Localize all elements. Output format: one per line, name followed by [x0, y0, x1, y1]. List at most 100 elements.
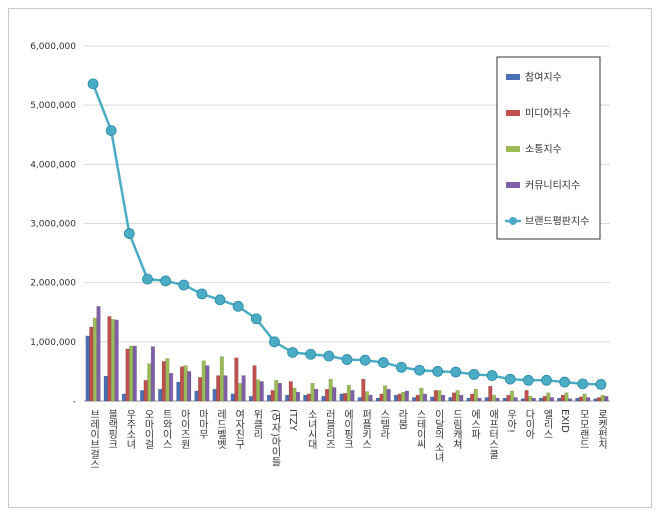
bar — [274, 380, 279, 402]
bar — [539, 397, 544, 402]
bar — [586, 397, 591, 402]
bar — [270, 390, 275, 402]
bar — [379, 393, 384, 402]
x-tick-label: 이달의 소녀 — [432, 409, 444, 463]
legend-swatch — [509, 217, 517, 225]
bar — [150, 346, 155, 402]
bar — [513, 397, 518, 402]
bar — [542, 396, 547, 402]
x-tick-label: 모모랜드 — [577, 409, 589, 449]
x-tick-label: ITZY — [287, 409, 298, 432]
bar — [237, 383, 242, 402]
bar — [223, 375, 228, 402]
y-tick-label: 5,000,000 — [30, 101, 76, 111]
bar — [234, 357, 239, 402]
x-tick-label: 로켓펀치 — [595, 409, 607, 450]
bar — [582, 393, 587, 402]
x-tick-label: 레드벨벳 — [215, 409, 227, 450]
bar — [484, 397, 489, 402]
x-tick-label: 우주소녀 — [124, 409, 136, 450]
bar — [441, 394, 446, 402]
x-tick-label: 라붐 — [396, 409, 408, 429]
line-marker — [414, 364, 425, 376]
line-marker — [359, 354, 371, 366]
line-marker — [595, 379, 607, 390]
bar — [401, 391, 406, 402]
bar — [256, 379, 261, 402]
bar — [531, 397, 536, 402]
y-tick-label: - — [73, 397, 76, 407]
bar — [179, 366, 184, 402]
line-marker — [250, 313, 262, 325]
legend-label: 브랜드평판지수 — [525, 216, 589, 228]
bar — [176, 381, 181, 402]
bar — [252, 365, 257, 402]
bar — [285, 394, 290, 402]
bar — [248, 396, 253, 402]
line-marker — [178, 279, 190, 291]
bar — [430, 396, 435, 402]
bar — [306, 393, 311, 402]
bar — [506, 394, 511, 402]
legend-swatch — [506, 182, 520, 188]
bar — [393, 394, 398, 402]
x-tick-label: 블랙핑크 — [106, 409, 118, 449]
bar — [129, 345, 134, 402]
bar — [216, 375, 221, 402]
bar — [288, 381, 293, 402]
bar — [564, 392, 569, 402]
bar — [325, 388, 330, 402]
x-tick-label: 우아! — [505, 409, 517, 433]
bar — [491, 394, 496, 402]
bar — [560, 394, 565, 402]
bar — [339, 393, 344, 402]
bar — [350, 390, 355, 402]
y-tick-label: 3,000,000 — [30, 220, 76, 230]
bar — [593, 398, 598, 402]
bar — [212, 388, 217, 402]
bar — [383, 385, 388, 402]
legend-swatch — [506, 110, 520, 116]
bar — [332, 387, 337, 402]
bar — [470, 393, 475, 402]
y-tick-label: 1,000,000 — [30, 338, 76, 348]
bar — [412, 397, 417, 402]
x-tick-label: 브레이브걸스 — [88, 409, 100, 469]
bar — [194, 390, 199, 402]
x-tick-label: 엘리스 — [541, 408, 553, 439]
bar — [488, 386, 493, 402]
bar — [437, 390, 442, 402]
bar — [604, 396, 609, 402]
bar — [495, 397, 500, 402]
bar — [143, 380, 148, 402]
bar — [96, 306, 101, 402]
legend-swatch — [506, 146, 520, 152]
x-tick-label: 트와이스 — [160, 409, 172, 449]
x-tick-label: 에스파 — [468, 409, 480, 440]
bar — [292, 387, 297, 402]
x-tick-label: 오마이걸 — [142, 409, 154, 449]
bar — [455, 390, 460, 402]
bar — [241, 375, 246, 402]
bar — [230, 393, 235, 402]
bar — [477, 397, 482, 402]
bar — [597, 397, 602, 402]
bar — [528, 396, 533, 402]
bar — [568, 398, 573, 402]
y-tick-label: 4,000,000 — [30, 160, 76, 170]
x-tick-label: 러블리즈 — [323, 409, 335, 449]
line-marker — [377, 357, 389, 368]
bar — [205, 365, 210, 402]
bar — [343, 393, 348, 402]
legend-label: 커뮤니티지수 — [525, 180, 580, 192]
bar — [266, 394, 272, 402]
x-tick-label: 애프터스쿨 — [487, 409, 499, 459]
bar — [310, 383, 315, 402]
bar — [578, 396, 583, 402]
bar — [404, 390, 409, 402]
bar — [422, 393, 428, 402]
x-tick-label: 소녀시대 — [305, 409, 317, 450]
bar — [557, 397, 562, 402]
bar — [125, 348, 130, 402]
line-marker — [396, 361, 407, 373]
